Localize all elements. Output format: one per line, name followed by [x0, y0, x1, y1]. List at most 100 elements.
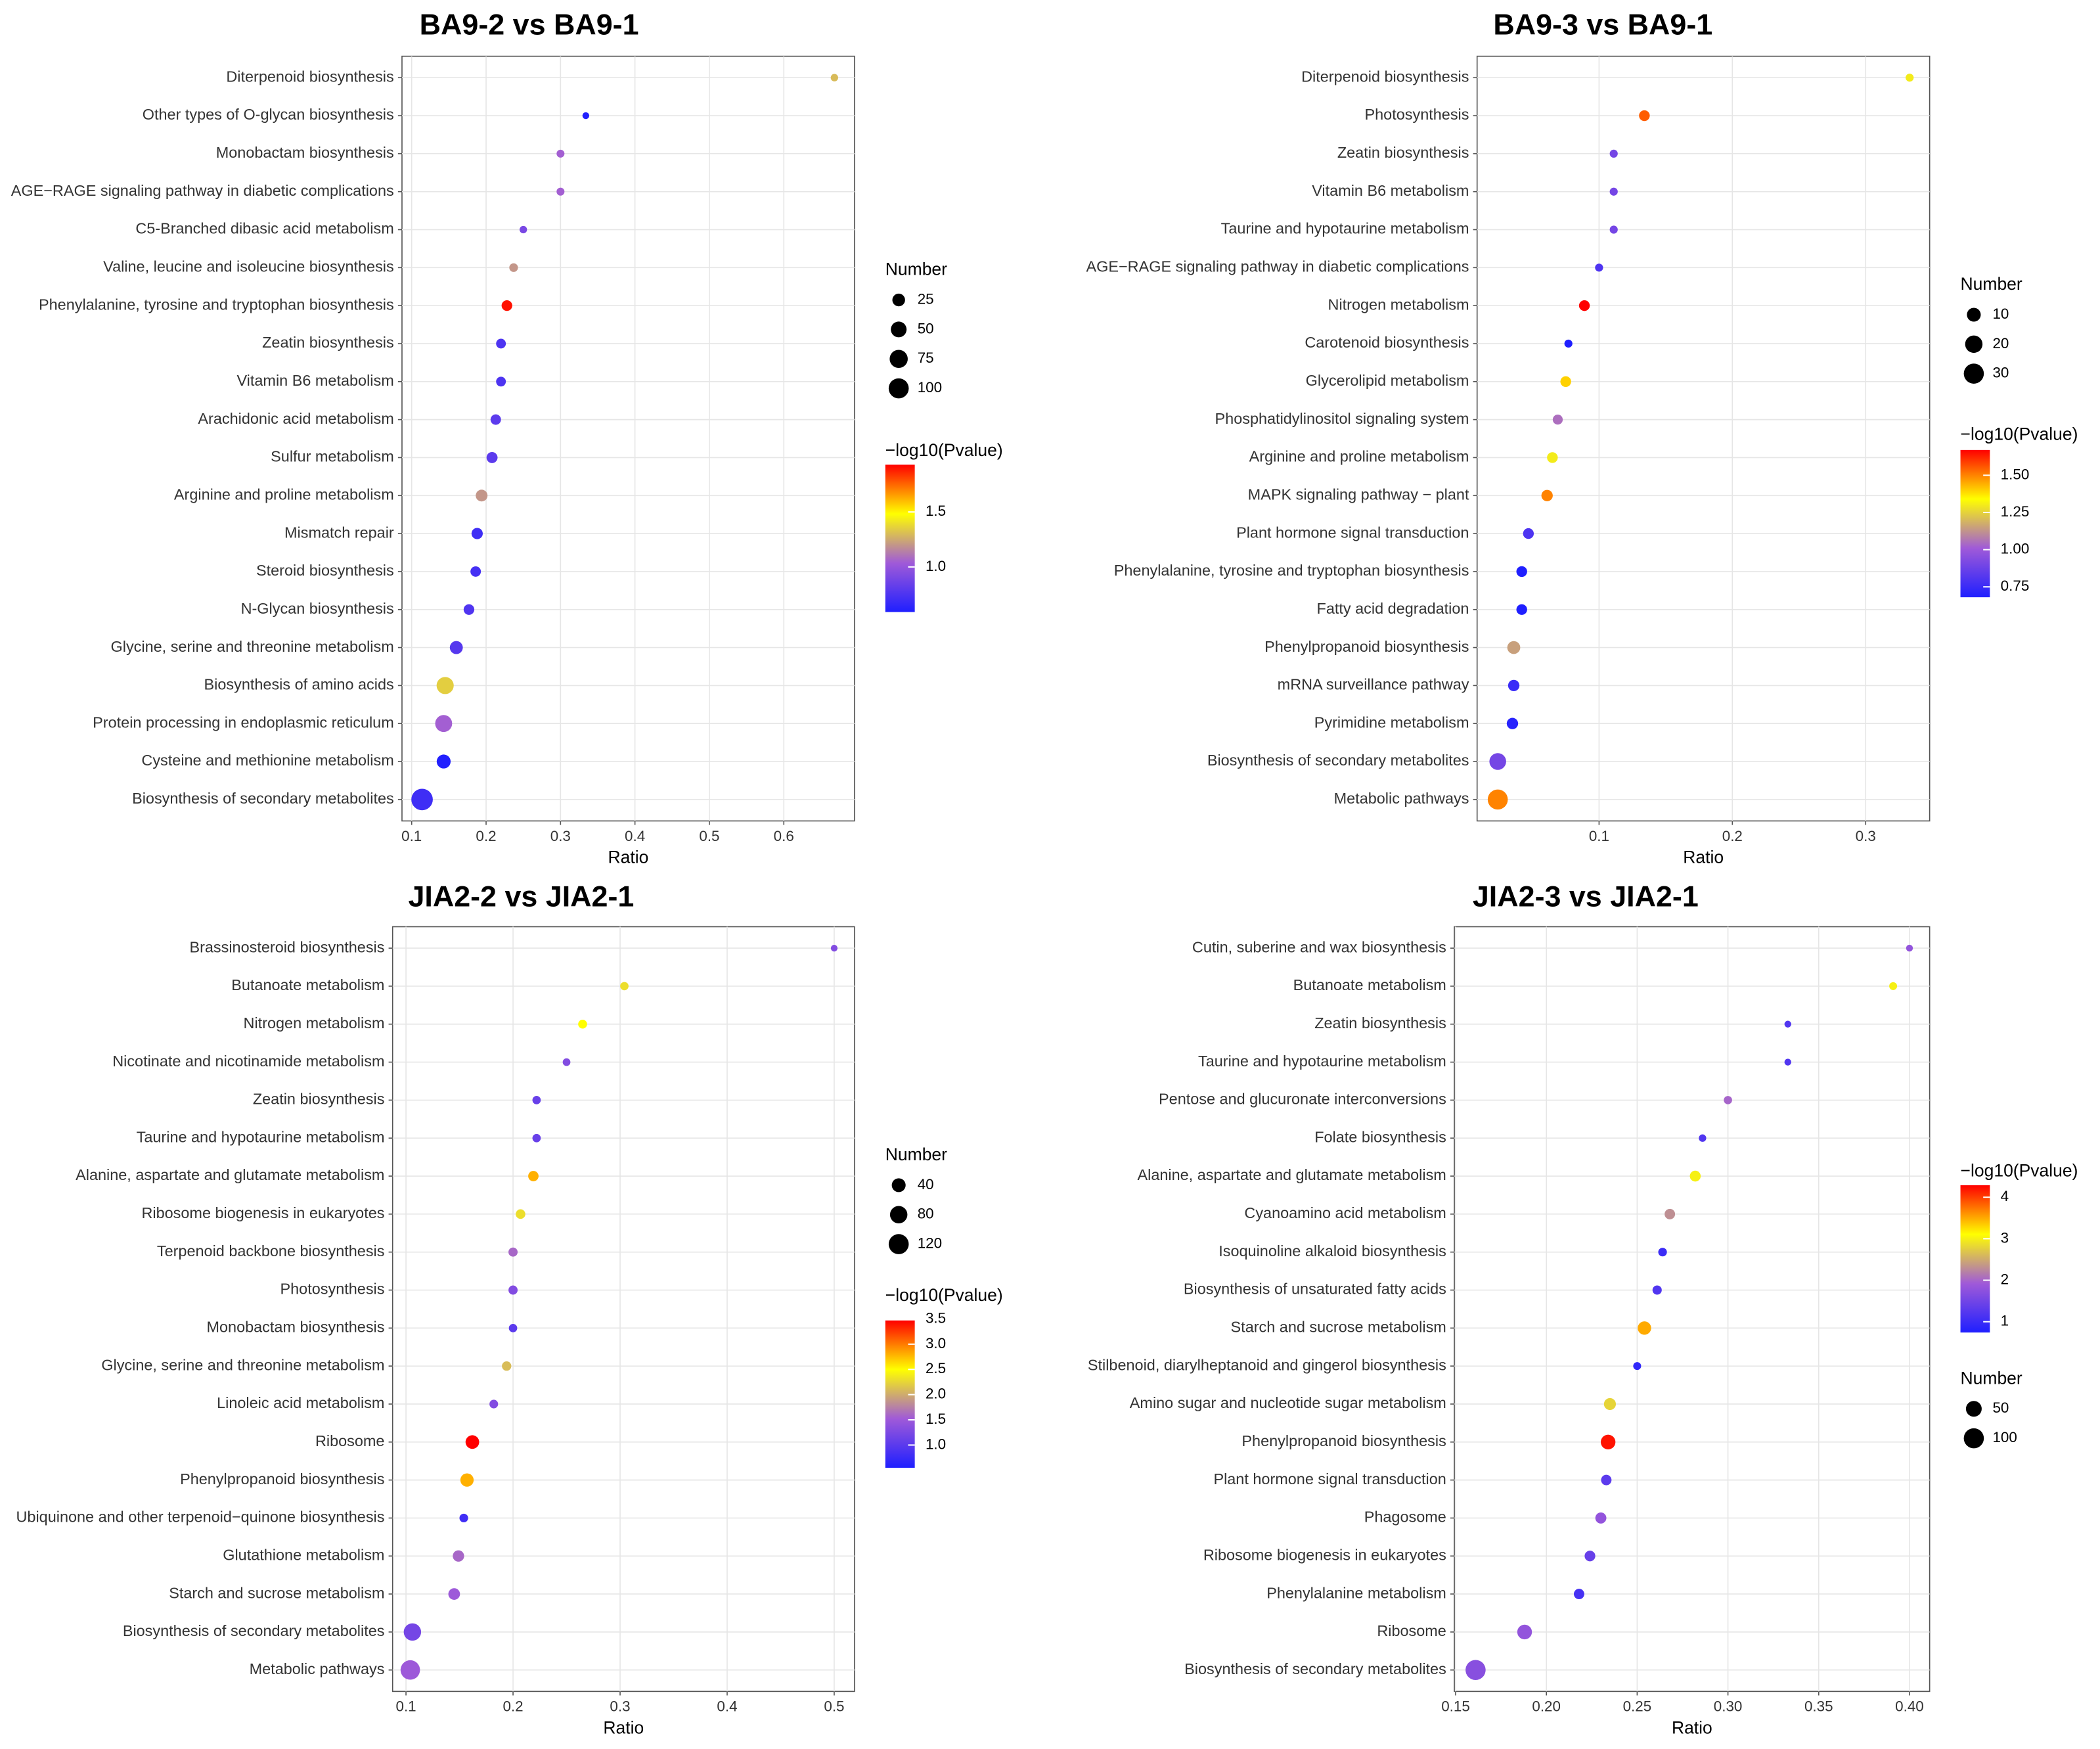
size-legend-label: 25 [918, 290, 934, 307]
y-tick-label: Glutathione metabolism [223, 1546, 384, 1563]
size-legend-title: Number [885, 260, 947, 279]
y-tick-label: Alanine, aspartate and glutamate metabol… [76, 1166, 384, 1183]
y-tick-label: mRNA surveillance pathway [1278, 676, 1469, 693]
size-legend-key [889, 350, 908, 369]
bubble [1603, 1397, 1617, 1411]
bubble [556, 149, 565, 158]
x-axis-title: Ratio [608, 848, 649, 867]
bubble [465, 1435, 480, 1449]
y-tick-label: Monobactam biosynthesis [206, 1319, 384, 1336]
x-tick-label: 0.3 [1856, 828, 1876, 844]
y-tick-label: Butanoate metabolism [1293, 976, 1446, 993]
x-tick-label: 0.4 [717, 1698, 737, 1715]
y-tick-label: Phosphatidylinositol signaling system [1215, 410, 1469, 427]
x-tick-label: 0.5 [699, 828, 719, 844]
color-legend-title: −log10(Pvalue) [1961, 424, 2078, 443]
bubble [1517, 1624, 1532, 1640]
bubble [435, 715, 453, 733]
y-tick-label: Cutin, suberine and wax biosynthesis [1192, 938, 1446, 955]
y-tick-label: N-Glycan biosynthesis [241, 600, 394, 617]
color-tick-label: 1.50 [2001, 466, 2030, 482]
y-tick-label: Starch and sucrose metabolism [1231, 1319, 1446, 1336]
y-tick-label: Photosynthesis [280, 1281, 385, 1298]
color-tick-label: 1.0 [926, 1436, 946, 1452]
bubble [520, 225, 527, 234]
y-tick-label: Phagosome [1364, 1509, 1446, 1526]
y-tick-label: Isoquinoline alkaloid biosynthesis [1218, 1242, 1446, 1260]
color-tick-label: 3.0 [926, 1335, 946, 1352]
bubble [502, 1361, 512, 1371]
size-legend-label: 100 [1992, 1429, 2017, 1445]
color-tick-label: 2.5 [926, 1360, 946, 1376]
chart-title: JIA2-2 vs JIA2-1 [408, 880, 634, 913]
bubble [1664, 1208, 1676, 1219]
bubble [1652, 1285, 1662, 1295]
y-tick-label: Starch and sucrose metabolism [169, 1584, 384, 1601]
bubble [562, 1058, 571, 1066]
bubble [1658, 1248, 1667, 1257]
y-tick-label: Nitrogen metabolism [1328, 296, 1469, 313]
y-tick-label: Phenylpropanoid biosynthesis [1264, 638, 1469, 655]
y-tick-label: Amino sugar and nucleotide sugar metabol… [1130, 1394, 1446, 1411]
y-tick-label: Phenylalanine, tyrosine and tryptophan b… [39, 296, 394, 313]
bubble [1724, 1096, 1732, 1104]
x-tick-label: 0.5 [824, 1698, 844, 1715]
y-tick-label: Metabolic pathways [250, 1660, 385, 1677]
y-tick-label: Pentose and glucuronate interconversions [1159, 1091, 1446, 1108]
bubble [436, 677, 454, 694]
y-tick-label: Valine, leucine and isoleucine biosynthe… [103, 258, 394, 275]
size-legend-key [1963, 363, 1984, 384]
bubble [1889, 982, 1898, 990]
bubble [1609, 149, 1618, 158]
plot-background [1454, 926, 1931, 1692]
y-tick-label: Terpenoid backbone biosynthesis [157, 1242, 385, 1260]
y-tick-label: Phenylalanine metabolism [1266, 1584, 1446, 1601]
size-legend-title: Number [1961, 274, 2022, 294]
y-tick-label: Photosynthesis [1365, 106, 1469, 123]
y-tick-label: Nicotinate and nicotinamide metabolism [112, 1053, 384, 1070]
x-tick-label: 0.2 [1722, 828, 1743, 844]
bubble [1541, 489, 1553, 501]
y-tick-label: Steroid biosynthesis [256, 562, 394, 579]
y-tick-label: Taurine and hypotaurine metabolism [1198, 1053, 1446, 1070]
y-tick-label: Fatty acid degradation [1317, 600, 1469, 617]
y-tick-label: Ubiquinone and other terpenoid−quinone b… [16, 1509, 385, 1526]
y-tick-label: Glycerolipid metabolism [1306, 372, 1469, 389]
plot-background [1476, 55, 1931, 822]
x-tick-label: 0.1 [395, 1698, 416, 1715]
bubble [501, 300, 512, 311]
size-legend-title: Number [1961, 1368, 2022, 1388]
y-tick-label: Glycine, serine and threonine metabolism [101, 1356, 384, 1373]
bubble [463, 604, 475, 615]
y-tick-label: Arachidonic acid metabolism [198, 410, 393, 427]
color-legend-title: −log10(Pvalue) [885, 1285, 1003, 1305]
bubble [556, 187, 565, 196]
chart-title: BA9-2 vs BA9-1 [420, 8, 639, 41]
color-tick-label: 1 [2001, 1313, 2009, 1329]
color-bar [885, 465, 915, 612]
x-tick-label: 0.3 [550, 828, 571, 844]
bubble [1595, 263, 1603, 272]
bubble [509, 263, 518, 272]
size-legend-label: 120 [918, 1235, 942, 1251]
y-tick-label: Plant hormone signal transduction [1236, 524, 1469, 541]
color-tick-label: 2.0 [926, 1386, 946, 1402]
bubble [1516, 566, 1527, 578]
y-tick-label: Zeatin biosynthesis [253, 1091, 385, 1108]
bubble [400, 1660, 420, 1680]
bubble [1609, 187, 1618, 196]
bubble [1601, 1474, 1612, 1486]
size-legend-key [892, 293, 905, 307]
bubble [436, 754, 451, 769]
y-tick-label: Phenylpropanoid biosynthesis [1241, 1432, 1446, 1449]
color-tick-label: 0.75 [2001, 578, 2030, 594]
chart-title: JIA2-3 vs JIA2-1 [1473, 880, 1699, 913]
y-tick-label: Taurine and hypotaurine metabolism [1221, 220, 1469, 237]
bubble [1906, 944, 1913, 952]
bubble [528, 1171, 539, 1181]
x-tick-label: 0.20 [1532, 1698, 1561, 1715]
y-tick-label: Phenylalanine, tyrosine and tryptophan b… [1114, 562, 1469, 579]
y-tick-label: Stilbenoid, diarylheptanoid and gingerol… [1088, 1356, 1446, 1373]
bubble [1506, 717, 1519, 729]
